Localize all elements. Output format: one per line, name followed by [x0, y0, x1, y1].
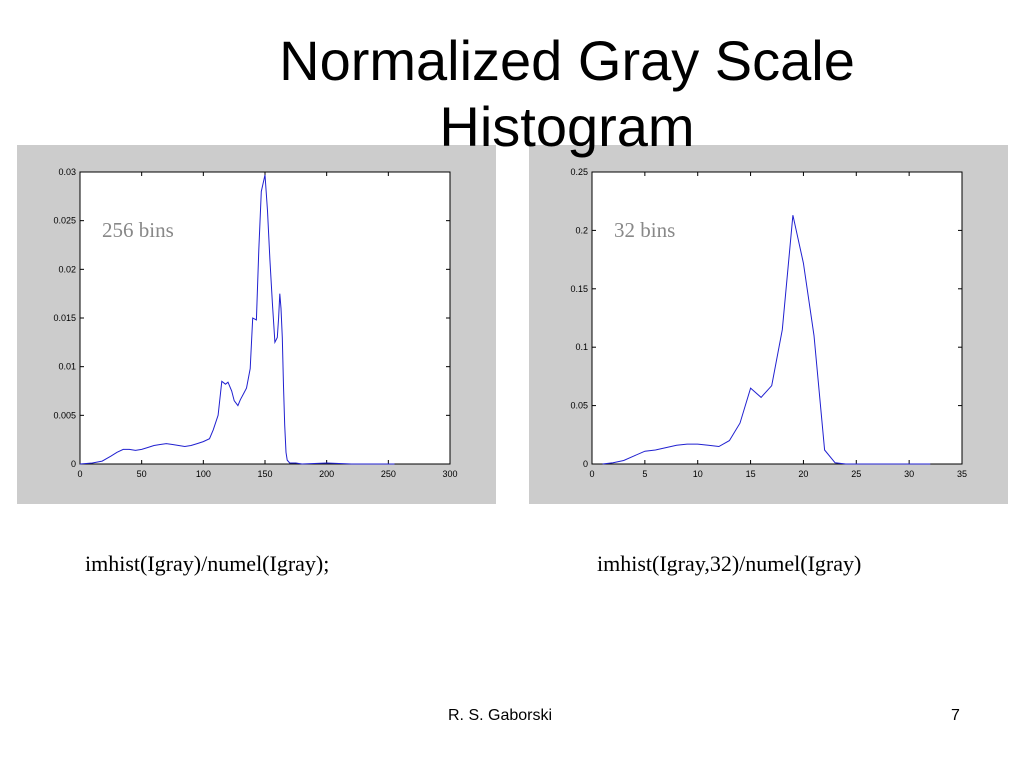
caption-right-code: imhist(Igray,32)/numel(Igray): [597, 551, 862, 576]
caption-left-code: imhist(Igray)/numel(Igray);: [85, 551, 330, 576]
hist256-annotation: 256 bins: [102, 218, 174, 242]
hist256-xtick-label: 300: [442, 469, 457, 479]
hist32-ytick-label: 0.2: [575, 225, 588, 235]
hist32-plot-area: [591, 171, 963, 465]
hist32-xtick-label: 5: [642, 469, 647, 479]
hist32-xtick-label: 35: [957, 469, 967, 479]
hist256-ytick-label: 0.02: [58, 264, 76, 274]
hist256-ytick-label: 0.005: [53, 410, 76, 420]
hist256-plot-area: [79, 171, 451, 465]
hist256-xtick-label: 200: [319, 469, 334, 479]
histogram-chart-256-bins: 0 50 100 150 200 250 300 0 0.005 0.01 0.015 0.02 0.0…: [53, 167, 457, 479]
hist32-series-line: [602, 215, 931, 465]
hist32-xtick-label: 15: [746, 469, 756, 479]
hist256-series-line: [79, 174, 395, 465]
page-number: 7: [951, 707, 960, 724]
hist32-ytick-label: 0: [583, 459, 588, 469]
hist32-ytick-label: 0.05: [570, 401, 588, 411]
hist32-annotation: 32 bins: [614, 218, 675, 242]
hist256-ytick-label: 0.025: [53, 216, 76, 226]
hist256-xtick-label: 250: [381, 469, 396, 479]
hist32-ytick-label: 0.15: [570, 284, 588, 294]
slide-title-line-1: Normalized Gray Scale: [279, 29, 855, 92]
hist32-xtick-label: 20: [798, 469, 808, 479]
histogram-figure-32-bins: 0 5 10 15 20 25 30 35 0 0.05 0.1 0.15 0.2 0.25 32 bins: [529, 145, 1008, 504]
hist32-ytick-label: 0.25: [570, 167, 588, 177]
slide-title: Normalized Gray Scale Histogram: [240, 28, 894, 160]
hist32-xtick-label: 0: [589, 469, 594, 479]
hist256-xtick-label: 150: [257, 469, 272, 479]
hist256-xtick-label: 0: [77, 469, 82, 479]
hist256-xtick-label: 100: [196, 469, 211, 479]
hist32-ytick-label: 0.1: [575, 342, 588, 352]
hist256-ytick-label: 0.03: [58, 167, 76, 177]
hist32-xtick-label: 10: [693, 469, 703, 479]
hist256-xtick-label: 50: [137, 469, 147, 479]
footer-author: R. S. Gaborski: [448, 707, 553, 724]
histogram-chart-32-bins: 0 5 10 15 20 25 30 35 0 0.05 0.1 0.15 0.2 0.25 32 bins: [570, 167, 967, 479]
hist256-ytick-label: 0.015: [53, 313, 76, 323]
hist256-ytick-label: 0: [71, 459, 76, 469]
histogram-figure-256-bins: 0 50 100 150 200 250 300 0 0.005 0.01 0.015 0.02 0.0…: [17, 145, 496, 504]
hist32-xtick-label: 30: [904, 469, 914, 479]
hist32-xtick-label: 25: [851, 469, 861, 479]
hist256-ytick-label: 0.01: [58, 362, 76, 372]
slide-title-line-2: Histogram: [439, 95, 695, 158]
